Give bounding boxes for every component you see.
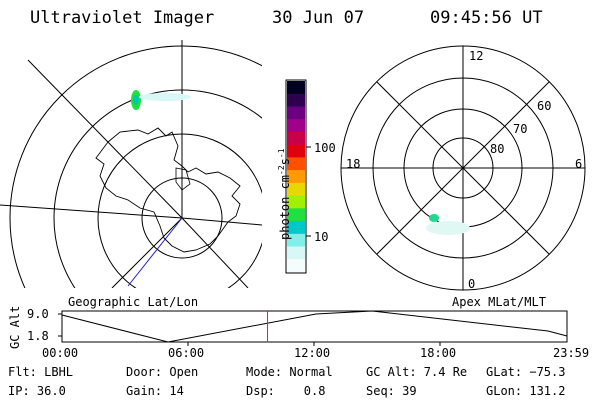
status-gc-altitude: GC Alt: 7.4 Re [366, 365, 468, 379]
colorbar-segment [287, 221, 305, 235]
colorbar [285, 79, 311, 274]
meridian-line [27, 59, 183, 219]
status-filter: Flt: LBHL [8, 365, 74, 379]
ice-shelf [175, 167, 191, 191]
mlat-label-80: 80 [490, 142, 505, 156]
colorbar-segment [287, 93, 305, 107]
timeline-plot [58, 310, 568, 346]
colorbar-segment [287, 259, 305, 273]
colorbar-tick-label: 100 [314, 141, 336, 155]
timeline-xtick: 06:00 [168, 346, 205, 360]
orbit-altitude-curve [61, 310, 568, 343]
mlat-label-60: 60 [537, 99, 552, 113]
status-dsp: Dsp: 0.8 [246, 384, 326, 398]
colorbar-segment [287, 131, 305, 146]
coastline [95, 127, 241, 253]
mlt-label-0: 0 [468, 277, 476, 291]
observation-time: 09:45:56 UT [430, 8, 543, 28]
meridian-line [181, 217, 249, 288]
mlt-line [376, 81, 550, 255]
aurora-patch-right [426, 214, 470, 235]
status-sequence: Seq: 39 [366, 384, 417, 398]
colorbar-segment [287, 144, 305, 158]
colorbar-segment [287, 170, 305, 184]
colorbar-unit-label: photon cm-2s-1 [277, 148, 292, 240]
timeline-xtick: 12:00 [294, 346, 331, 360]
observation-date: 30 Jun 07 [272, 8, 365, 28]
timeline-xtick: 00:00 [42, 346, 79, 360]
colorbar-segment [287, 81, 305, 95]
status-door: Door: Open [126, 365, 199, 379]
sun-line [127, 217, 183, 287]
meridian-line [181, 217, 262, 226]
colorbar-segment [287, 233, 305, 248]
colorbar-segment [287, 195, 305, 209]
colorbar-segment [287, 119, 305, 133]
magnetic-caption: Apex MLat/MLT [452, 295, 546, 309]
meridian-line [111, 217, 183, 288]
colorbar-segment [287, 106, 305, 120]
geographic-caption: Geographic Lat/Lon [68, 295, 199, 309]
status-glon: GLon: 131.2 [486, 384, 566, 398]
status-gain: Gain: 14 [126, 384, 184, 398]
mlat-label-70: 70 [513, 122, 528, 136]
geographic-map [0, 40, 262, 288]
status-mode: Mode: Normal [246, 365, 333, 379]
colorbar-segment [287, 182, 305, 197]
magnetic-map [340, 45, 586, 291]
mlt-label-6: 6 [575, 157, 583, 171]
timeline-axis-title: GC Alt [8, 305, 22, 349]
timeline-xtick: 18:00 [420, 346, 457, 360]
timeline-ytick: 9.0 [27, 307, 49, 321]
status-ip: IP: 36.0 [8, 384, 66, 398]
app-title: Ultraviolet Imager [30, 8, 215, 28]
status-glat: GLat: −75.3 [486, 365, 566, 379]
timeline-xtick: 23:59 [553, 346, 590, 360]
mlt-label-18: 18 [346, 157, 361, 171]
mlt-label-12: 12 [469, 49, 484, 63]
aurora-patch-left [131, 90, 191, 110]
colorbar-segment [287, 157, 305, 171]
colorbar-segment [287, 208, 305, 222]
timeline-ytick: 1.8 [27, 329, 49, 343]
colorbar-tick-label: 10 [314, 230, 329, 244]
meridian-line [0, 204, 183, 219]
colorbar-segment [287, 246, 305, 260]
